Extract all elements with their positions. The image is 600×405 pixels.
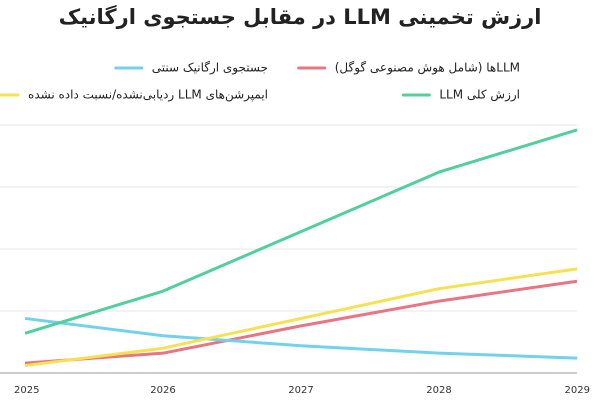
legend-label: ارزش کلی LLM [439,88,520,103]
line [24,279,578,365]
line [24,128,578,335]
chart-title: ارزش تخمینی LLM در مقابل جستجوی ارگانیک [59,4,542,29]
line [24,316,578,360]
x-tick-label: 2029 [565,385,590,396]
legend-label: جستجوی ارگانیک سنتی [152,61,268,76]
legend-label: LLMها (شامل هوش مصنوعی گوگل) [335,61,520,76]
x-tick-label: 2028 [426,385,451,396]
legend-label: ایمپرشن‌های LLM ردیابی‌نشده/نسبت داده نش… [28,88,268,103]
x-tick-label: 2026 [150,385,175,396]
line [24,267,578,368]
x-tick-label: 2025 [14,385,39,396]
x-tick-label: 2027 [288,385,313,396]
